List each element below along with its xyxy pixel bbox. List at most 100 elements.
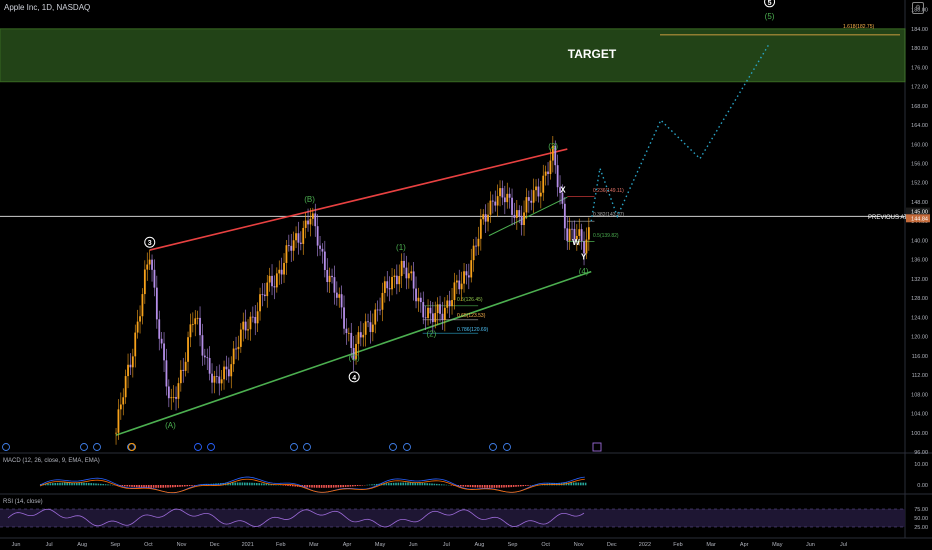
fib-label: 0.382(143.97) [593, 212, 624, 218]
candle-body [448, 300, 451, 307]
x-tick-label: Jul [840, 542, 847, 548]
macd-bar [239, 482, 241, 486]
gear-icon[interactable]: ⚙ [912, 2, 924, 14]
macd-bar [443, 484, 445, 486]
macd-bar [498, 485, 500, 488]
candle-body [398, 276, 401, 285]
macd-bar [500, 485, 503, 488]
y-tick-label: 128.00 [911, 296, 928, 302]
candle-body [177, 383, 180, 399]
macd-bar [160, 485, 162, 488]
candle-body [472, 245, 475, 261]
macd-bar [460, 485, 462, 487]
candle-body [230, 364, 233, 377]
y-tick-label: 108.00 [911, 392, 928, 398]
macd-bar [90, 483, 92, 486]
macd-bar [517, 485, 520, 487]
candle-body [307, 220, 309, 225]
macd-bar [292, 485, 294, 487]
macd-bar [133, 485, 136, 488]
candle-body [227, 369, 230, 377]
x-tick-label: Jul [46, 542, 53, 548]
macd-bar [47, 483, 49, 486]
candle-body [316, 226, 319, 246]
macd-bar [256, 483, 258, 486]
macd-bar [268, 483, 270, 486]
candle-body [273, 286, 276, 288]
macd-bar [428, 483, 431, 486]
wave-label: (1) [396, 243, 406, 252]
candle-body [148, 259, 151, 265]
event-marker [128, 443, 136, 451]
x-tick-label: Aug [475, 542, 485, 548]
macd-bar [284, 485, 287, 486]
candle-body [117, 409, 120, 433]
candle-body [453, 282, 456, 301]
candle-body [424, 317, 427, 319]
x-tick-label: Jul [443, 542, 450, 548]
macd-bar [582, 482, 584, 486]
wave-label: W [572, 238, 580, 247]
candle-body [518, 210, 521, 217]
candle-body [179, 369, 182, 384]
candle-body [508, 193, 511, 198]
macd-bar [356, 485, 359, 487]
candle-body [153, 269, 156, 288]
macd-bar [344, 485, 347, 487]
macd-bar [203, 484, 205, 486]
candle-body [551, 145, 554, 161]
chart-title: Apple Inc, 1D, NASDAQ [4, 3, 91, 12]
x-tick-label: Feb [276, 542, 285, 548]
macd-bar [246, 482, 248, 486]
candle-body [415, 288, 417, 302]
candle-body [297, 233, 300, 243]
candle-body [263, 294, 266, 297]
candle-body [441, 313, 444, 320]
macd-bar [258, 483, 260, 486]
fib-1618-label: 1.618(182.75) [843, 24, 874, 30]
macd-bar [510, 485, 512, 488]
macd-bar [421, 482, 424, 486]
macd-bar [469, 485, 472, 488]
y-tick-label: 120.00 [911, 335, 928, 341]
macd-bar [164, 485, 167, 488]
macd-bar [575, 482, 577, 486]
candle-body [575, 235, 578, 240]
macd-bar [436, 483, 438, 486]
event-marker [389, 443, 397, 451]
candle-body [559, 187, 561, 193]
candle-body [160, 338, 163, 344]
macd-bar [383, 483, 385, 486]
rsi-tick: 50.00 [914, 516, 928, 522]
macd-bar [100, 483, 102, 486]
candle-body [563, 203, 566, 229]
macd-bar [92, 483, 95, 486]
macd-bar [104, 484, 107, 486]
candle-body [491, 200, 494, 202]
rsi-line [7, 508, 585, 528]
candle-body [400, 260, 403, 277]
candle-body [119, 404, 122, 410]
y-tick-label: 148.00 [911, 200, 928, 206]
macd-bar [152, 485, 155, 488]
macd-bar [400, 482, 402, 486]
candle-body [484, 214, 487, 222]
event-marker [489, 443, 497, 451]
candle-body [335, 292, 338, 298]
macd-bar [102, 484, 104, 486]
candle-body [410, 271, 413, 274]
macd-bar [313, 485, 316, 488]
macd-bar [433, 483, 436, 486]
candle-body [431, 313, 434, 323]
macd-bar [140, 485, 143, 488]
macd-bar [340, 485, 342, 488]
x-tick-label: Mar [309, 542, 319, 548]
candle-body [525, 197, 528, 213]
candle-body [455, 280, 458, 283]
macd-bar [136, 485, 138, 488]
candle-body [357, 332, 360, 344]
previous-ath-label: PREVIOUS ATH [868, 215, 912, 221]
candle-body [287, 245, 290, 247]
macd-tick: 0.00 [917, 483, 928, 489]
